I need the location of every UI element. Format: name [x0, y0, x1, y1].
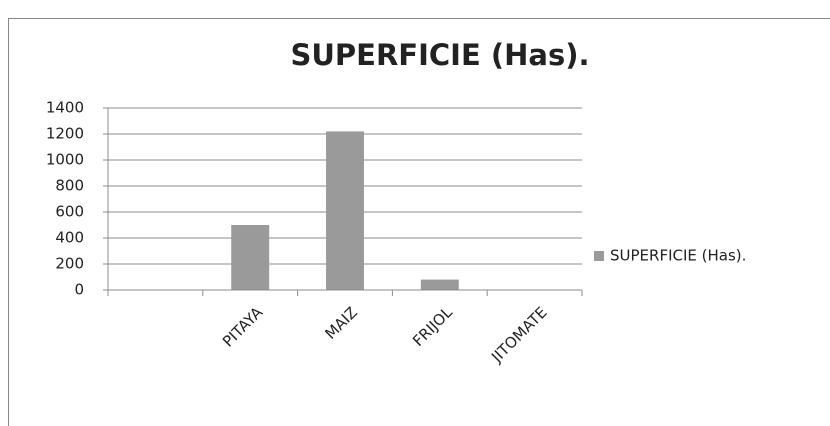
legend-swatch [594, 251, 604, 261]
y-tick-label: 1000 [46, 151, 84, 169]
y-tick-label: 600 [55, 203, 84, 221]
chart-title: SUPERFICIE (Has). [290, 38, 589, 72]
y-tick-label: 0 [74, 281, 84, 299]
y-tick-label: 1200 [46, 125, 84, 143]
y-tick-label: 800 [55, 177, 84, 195]
bar [231, 225, 270, 290]
y-tick-label: 200 [55, 255, 84, 273]
bar [420, 279, 459, 290]
legend-label: SUPERFICIE (Has). [610, 247, 746, 265]
y-tick-label: 400 [55, 229, 84, 247]
bar [326, 131, 364, 290]
y-tick-label: 1400 [46, 99, 84, 117]
